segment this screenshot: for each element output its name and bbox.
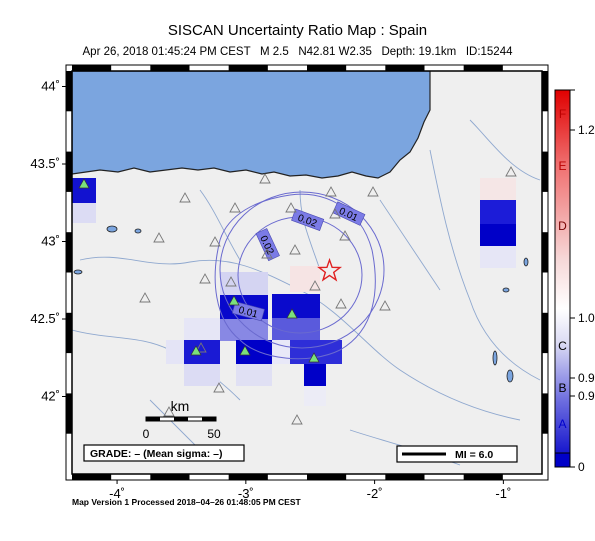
colorbar: F E D C B A 1.2 1.0 0.9 0.9 0 xyxy=(554,89,595,474)
scale-tick-50: 50 xyxy=(207,427,221,441)
contour-label-text: 0.01 xyxy=(237,305,259,321)
grade-letter-a: A xyxy=(558,417,566,431)
mi-legend-text: MI = 6.0 xyxy=(455,449,493,461)
colorbar-value-0: 0 xyxy=(578,460,585,474)
stations-grey xyxy=(139,166,517,425)
lat-tick-label-4: 42˚ xyxy=(41,389,60,404)
scale-unit: km xyxy=(171,398,190,414)
axis-ticks: -4˚ -3˚ -2˚ -1˚ 44˚ 43.5˚ 43˚ 42.5˚ 42˚ xyxy=(30,79,511,502)
uncertainty-cells xyxy=(72,178,516,406)
map-title: SISCAN Uncertainty Ratio Map : Spain xyxy=(167,22,428,39)
processing-footer: Map Version 1 Processed 2018–04–26 01:48… xyxy=(72,497,301,507)
mi-legend: MI = 6.0 xyxy=(396,445,518,463)
event-info: Apr 26, 2018 01:45:24 PM CEST M 2.5 N42.… xyxy=(82,46,513,58)
grade-box: GRADE: – (Mean sigma: –) xyxy=(83,444,245,462)
colorbar-value-1-0: 1.0 xyxy=(578,311,595,325)
sea-bay-of-biscay xyxy=(72,71,431,179)
map-canvas: 0.010.020.020.01 xyxy=(72,71,542,474)
scale-bar: km 0 50 xyxy=(143,398,221,441)
colorbar-value-0-9b: 0.9 xyxy=(578,389,595,403)
lat-tick-label-2: 43˚ xyxy=(41,234,60,249)
epicenter-star xyxy=(317,257,343,282)
lat-tick-label-1: 43.5˚ xyxy=(30,156,60,171)
grade-letter-e: E xyxy=(558,159,566,173)
lon-tick-label-1: -3˚ xyxy=(238,486,254,501)
grade-letter-f: F xyxy=(559,107,566,121)
grade-text: GRADE: – (Mean sigma: –) xyxy=(90,448,222,460)
lon-tick-label-0: -4˚ xyxy=(109,486,125,501)
water-bodies xyxy=(73,225,529,383)
lon-tick-label-2: -2˚ xyxy=(367,486,383,501)
scale-tick-0: 0 xyxy=(143,427,150,441)
colorbar-value-1-2: 1.2 xyxy=(578,123,595,137)
stations-green xyxy=(78,178,320,363)
colorbar-value-0-9a: 0.9 xyxy=(578,371,595,385)
contour-label-3: 0.01 xyxy=(232,301,265,322)
grade-letter-d: D xyxy=(558,219,567,233)
grade-letter-c: C xyxy=(558,339,567,353)
lat-tick-label-0: 44˚ xyxy=(41,79,60,94)
frame-bars xyxy=(65,64,549,481)
lon-tick-label-3: -1˚ xyxy=(495,486,511,501)
lat-tick-label-3: 42.5˚ xyxy=(30,311,60,326)
grade-letter-b: B xyxy=(558,381,566,395)
